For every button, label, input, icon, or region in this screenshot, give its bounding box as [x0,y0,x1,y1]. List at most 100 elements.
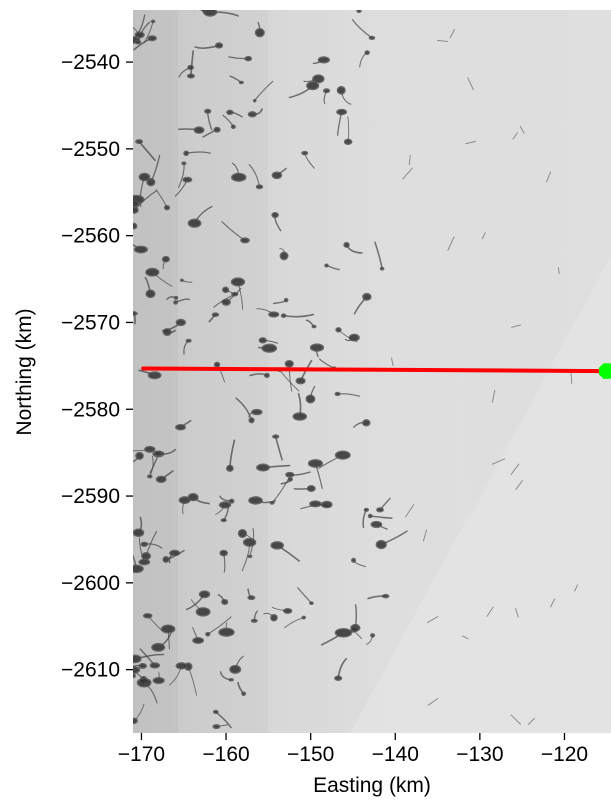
melt-stream [194,44,220,49]
melt-stream [351,19,373,39]
melt-stream [249,527,255,557]
melt-stream [519,125,525,134]
melt-stream [309,385,316,400]
melt-stream [312,59,325,65]
melt-stream [138,140,156,162]
melt-stream [174,298,191,304]
melt-stream [436,39,449,42]
melt-stream [262,464,291,469]
melt-stream [380,530,408,546]
melt-stream [405,504,415,518]
melt-stream [219,671,232,681]
melt-stream [304,152,315,169]
melt-stream [248,163,261,188]
melt-stream [133,14,146,41]
melt-stream [257,346,270,350]
melt-stream [512,132,518,140]
x-tick-label: −140 [372,743,419,766]
melt-stream [365,634,374,645]
melt-stream [215,504,226,515]
melt-stream [303,78,319,83]
melt-stream [137,21,151,43]
melt-stream [133,448,151,452]
melt-stream [297,587,313,604]
melt-stream [133,664,135,671]
melt-stream [228,56,249,60]
y-tick-label: −2610 [61,659,120,682]
melt-stream [223,552,226,573]
melt-stream [465,140,476,145]
y-tick-label: −2540 [61,51,120,74]
melt-stream [225,622,228,633]
melt-stream [215,724,229,728]
melt-stream [248,411,258,418]
melt-stream [391,357,394,366]
melt-stream [481,232,486,240]
melt-stream [247,588,253,599]
melt-stream [194,10,205,12]
melt-stream [276,544,301,562]
y-axis-label: Northing (km) [13,308,36,435]
melt-stream [179,419,192,429]
melt-stream [467,77,474,91]
x-tick-label: −150 [287,743,334,766]
melt-stream [133,312,136,325]
melt-stream [272,299,287,305]
melt-stream [557,267,560,275]
melt-stream [315,346,319,358]
melt-stream [279,369,300,392]
melt-stream [157,448,177,455]
melt-stream [284,617,305,629]
melt-stream [253,610,259,622]
melt-stream [139,176,146,208]
melt-stream [367,595,387,600]
melt-stream [546,171,552,183]
melt-stream [155,189,168,209]
melt-stream [263,612,275,619]
melt-stream [185,593,206,611]
melt-stream [202,128,218,138]
melt-stream [345,244,363,254]
melt-pond [133,200,140,208]
x-tick-label: −120 [541,743,588,766]
melt-stream [208,313,217,323]
melt-stream [274,435,283,461]
melt-stream [340,89,352,105]
melt-stream [254,80,274,102]
melt-pond [133,717,138,725]
melt-stream [147,615,162,631]
melt-stream [262,339,279,344]
melt-stream [166,329,176,334]
melt-stream [217,594,226,603]
melt-stream [279,247,285,257]
melt-stream [336,111,343,136]
melt-stream [359,52,368,68]
melt-stream [209,11,240,17]
melt-stream [486,606,494,617]
melt-stream [510,714,522,725]
melt-stream [193,205,213,224]
melt-stream [241,541,251,572]
melt-stream [177,128,200,131]
melt-stream [491,390,496,403]
melt-stream [249,373,268,377]
melt-stream [138,369,156,377]
melt-stream [369,515,393,519]
melt-stream [237,281,244,310]
melt-stream [187,666,198,696]
y-tick-label: −2560 [61,225,120,248]
melt-stream [515,480,523,491]
melt-stream [221,221,246,241]
melt-stream [353,421,367,428]
melt-stream [288,363,293,392]
melt-stream [251,108,263,116]
melt-stream [354,604,358,629]
melt-stream [229,439,236,470]
melt-stream [276,167,287,177]
melt-stream [190,599,204,613]
melt-stream [181,279,193,283]
melt-stream [151,271,173,287]
melt-stream [336,393,360,397]
melt-stream [237,681,245,695]
